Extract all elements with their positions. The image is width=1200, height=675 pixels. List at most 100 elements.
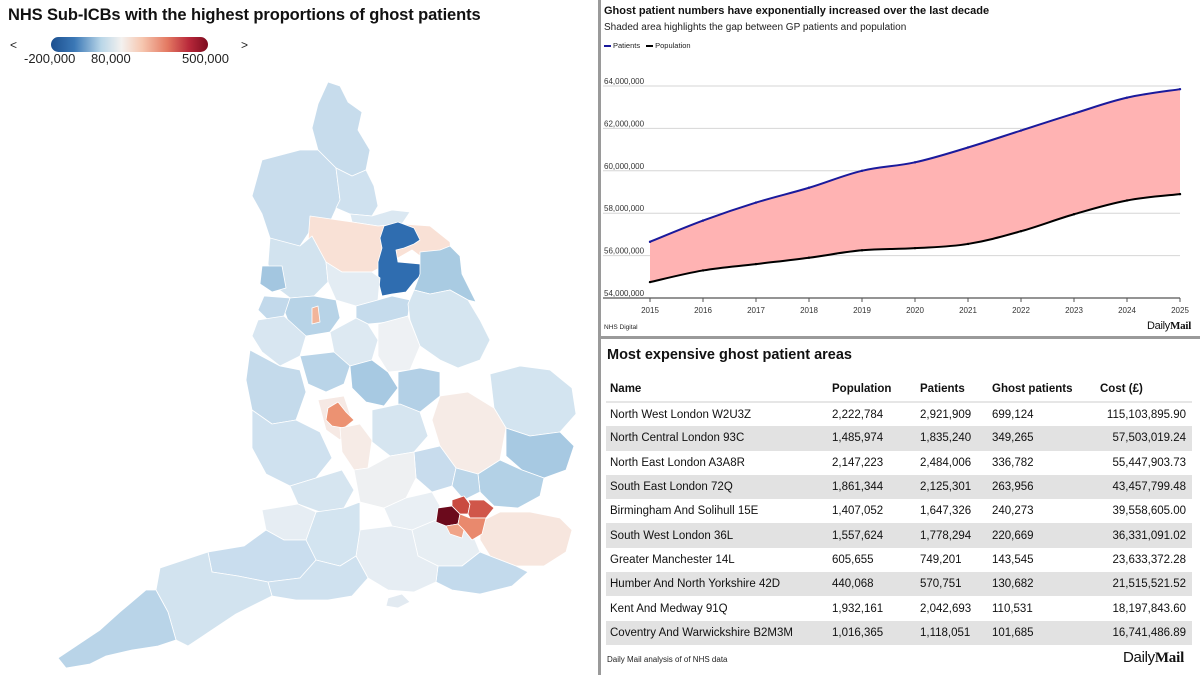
table-row: Humber And North Yorkshire 42D 440,068 570…: [606, 572, 1192, 597]
legend-label-population: Population: [655, 41, 691, 50]
table-cell-ghost: 336,782: [992, 456, 1034, 469]
x-tick-label: 2021: [959, 306, 977, 315]
map-region-north-east-london[interactable]: [467, 499, 495, 519]
table-cell-cost: 43,457,799.48: [1088, 474, 1192, 500]
table-cell-cost: 55,447,903.73: [1112, 456, 1186, 469]
y-tick-label: 62,000,000: [604, 119, 645, 128]
table-row: South West London 36L 1,557,624 1,778,294 2…: [606, 523, 1192, 548]
chart-subtitle: Shaded area highlights the gap between G…: [604, 22, 907, 33]
legend-gradient-bar: [51, 37, 208, 52]
map-region[interactable]: [353, 451, 417, 509]
population-data-point: [1072, 213, 1076, 216]
table-cell-cost: 57,503,019.24: [1088, 426, 1192, 451]
table-row: Kent And Medway 91Q 1,932,161 2,042,693 110…: [606, 596, 1192, 620]
map-region-south-east-london[interactable]: [457, 513, 487, 541]
table-row: South East London 72Q 1,861,344 2,125,301 2…: [606, 474, 1192, 500]
color-legend: < > -200,000 80,000 500,000: [8, 36, 258, 70]
legend-label-patients: Patients: [613, 41, 641, 50]
horizontal-divider: [601, 336, 1200, 339]
table-cell-patients: 570,751: [916, 572, 988, 597]
map-region[interactable]: [505, 427, 575, 479]
brand-mail: Mail: [1154, 650, 1185, 666]
map-region[interactable]: [311, 305, 321, 325]
map-region[interactable]: [57, 589, 177, 669]
table-panel: Most expensive ghost patient areas Name …: [601, 339, 1200, 675]
chart-legend: Patients Population: [604, 41, 691, 50]
table-cell-ghost: 263,956: [988, 474, 1088, 500]
table-row: North West London W2U3Z 2,222,784 2,921,90…: [606, 402, 1192, 426]
legend-swatch-patients: [604, 44, 611, 47]
x-tick-label: 2022: [1012, 306, 1030, 315]
map-region[interactable]: [251, 315, 307, 367]
table-cell-population: 2,222,784: [832, 408, 884, 421]
table-cell-cost: 21,515,521.52: [1088, 572, 1192, 597]
patients-data-point: [754, 201, 758, 204]
daily-mail-logo: DailyMail: [1147, 320, 1191, 332]
map-region[interactable]: [451, 467, 481, 501]
map-region[interactable]: [251, 409, 333, 487]
population-data-point: [860, 249, 864, 252]
map-region[interactable]: [477, 459, 545, 509]
map-region[interactable]: [257, 295, 291, 321]
table-cell-population: 440,068: [828, 572, 916, 597]
x-tick-label: 2016: [694, 306, 712, 315]
map-region[interactable]: [335, 167, 379, 217]
map-region[interactable]: [267, 555, 369, 601]
map-region[interactable]: [479, 511, 573, 567]
legend-left-arrow-icon: <: [10, 38, 18, 52]
patients-data-point: [1072, 112, 1076, 115]
map-region-birmingham[interactable]: [325, 401, 355, 429]
brand-mail: Mail: [1169, 320, 1192, 332]
table-cell-cost: 39,558,605.00: [1112, 505, 1186, 518]
england-choropleth-map: [57, 81, 577, 669]
table-title: Most expensive ghost patient areas: [607, 347, 852, 363]
patients-population-chart: 54,000,000 56,000,000 58,000,000 60,000,000…: [603, 77, 1189, 315]
table-cell-name: Humber And North Yorkshire 42D: [606, 572, 828, 597]
y-tick-label: 64,000,000: [604, 77, 645, 86]
table-cell-ghost: 349,265: [988, 426, 1088, 451]
table-row: Coventry And Warwickshire B2M3M 1,016,365…: [606, 620, 1192, 645]
map-region[interactable]: [349, 359, 399, 407]
y-tick-label: 60,000,000: [604, 162, 645, 171]
table-cell-population: 1,557,624: [828, 523, 916, 548]
map-region[interactable]: [435, 551, 529, 595]
table-cell-name: Kent And Medway 91Q: [610, 602, 728, 615]
population-data-point: [1019, 230, 1023, 233]
map-region-south-west-london[interactable]: [445, 523, 465, 539]
table-cell-patients: 1,118,051: [916, 620, 988, 645]
column-header-cost: Cost (£): [1088, 376, 1192, 403]
map-region[interactable]: [259, 265, 287, 293]
table-cell-name: North West London W2U3Z: [610, 408, 752, 421]
map-region[interactable]: [385, 593, 411, 609]
map-region[interactable]: [339, 423, 373, 471]
x-tick-label: 2025: [1171, 306, 1189, 315]
column-header-population: Population: [828, 376, 916, 403]
map-region[interactable]: [407, 289, 491, 369]
legend-item-population: Population: [646, 41, 691, 50]
legend-tick-mid: 80,000: [91, 51, 131, 66]
table-source: Daily Mail analysis of of NHS data: [607, 655, 728, 664]
gap-shaded-area: [650, 89, 1180, 283]
table-cell-name: Birmingham And Solihull 15E: [610, 505, 759, 518]
table-cell-cost: 36,331,091.02: [1088, 523, 1192, 548]
table-cell-cost: 115,103,895.90: [1106, 408, 1186, 421]
patients-data-point: [860, 169, 864, 172]
table-row: North East London A3A8R 2,147,223 2,484,00…: [606, 451, 1192, 475]
y-tick-label: 56,000,000: [604, 247, 645, 256]
map-region[interactable]: [413, 245, 477, 303]
table-cell-population: 1,861,344: [828, 474, 916, 500]
population-data-point: [966, 242, 970, 246]
table-cell-ghost: 240,273: [992, 505, 1034, 518]
brand-daily: Daily: [1123, 649, 1155, 666]
table-cell-ghost: 130,682: [988, 572, 1088, 597]
map-region[interactable]: [371, 403, 429, 457]
patients-data-point: [1125, 96, 1129, 99]
table-cell-patients: 1,778,294: [916, 523, 988, 548]
table-row: Greater Manchester 14L 605,655 749,201 143,…: [606, 548, 1192, 572]
x-tick-label: 2020: [906, 306, 924, 315]
map-region[interactable]: [299, 351, 351, 393]
legend-item-patients: Patients: [604, 41, 640, 50]
table-cell-population: 1,407,052: [832, 505, 884, 518]
legend-right-arrow-icon: >: [241, 38, 249, 52]
table-cell-name: South East London 72Q: [606, 474, 828, 500]
